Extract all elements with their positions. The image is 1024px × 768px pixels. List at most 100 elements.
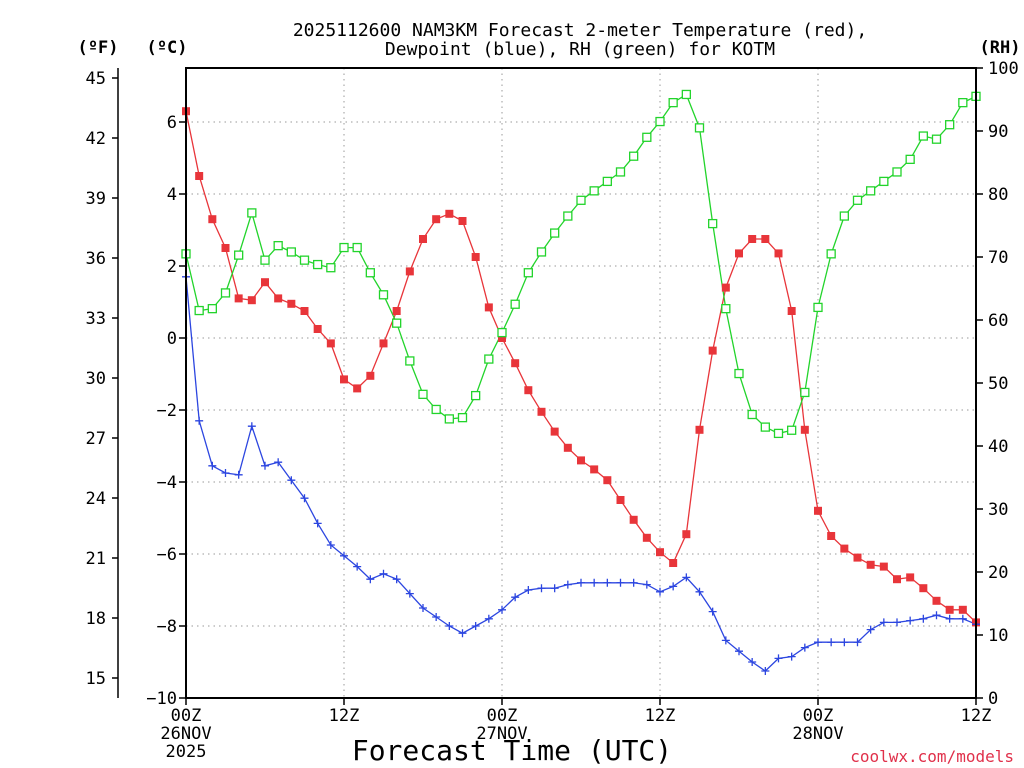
dewpoint-point (419, 604, 427, 612)
dewpoint-point (761, 667, 770, 675)
rh-point (339, 242, 349, 253)
rh-tick-label: 100 (988, 59, 1019, 79)
chart-title-line2: Dewpoint (blue), RH (green) for KOTM (385, 39, 775, 60)
dewpoint-point (563, 580, 572, 589)
time-tick-label: 12Z (329, 706, 360, 726)
dewpoint-point (353, 562, 362, 571)
rh-point (405, 356, 415, 366)
dewpoint-point (695, 587, 704, 596)
rh-point (523, 268, 533, 278)
rh-point (273, 241, 283, 251)
temperature-point (379, 339, 388, 348)
dewpoint-point (853, 638, 862, 647)
fahrenheit-tick-label: 30 (86, 369, 106, 389)
celsius-tick-label: −6 (157, 545, 177, 565)
dewpoint-point (379, 569, 388, 578)
rh-point (431, 404, 441, 415)
rh-tick-label: 10 (988, 626, 1008, 646)
rh-point (892, 167, 902, 177)
rh-point (365, 268, 375, 278)
dewpoint-line (185, 276, 977, 672)
rh-tick-label: 20 (988, 563, 1008, 583)
dewpoint-point (616, 578, 625, 587)
celsius-tick-label: −2 (157, 401, 177, 421)
dewpoint-point (221, 469, 230, 477)
dewpoint-point (590, 578, 599, 587)
temperature-point (405, 267, 414, 276)
rh-point (286, 247, 296, 257)
dewpoint-point (392, 575, 401, 584)
dewpoint-point (340, 551, 348, 560)
temperature-point (945, 605, 954, 614)
time-tick-label: 00Z (171, 706, 202, 726)
rh-point (642, 132, 652, 142)
rh-point (879, 176, 889, 187)
rh-tick-label: 60 (988, 311, 1008, 331)
rh-point (471, 390, 481, 401)
dewpoint-point (537, 584, 546, 593)
temperature-point (563, 443, 572, 452)
fahrenheit-tick-label: 45 (86, 69, 106, 89)
temperature-point (419, 235, 427, 243)
celsius-tick-label: −4 (157, 473, 177, 493)
temperature-point (827, 532, 836, 540)
fahrenheit-tick-label: 42 (86, 129, 106, 149)
rh-point (800, 387, 810, 398)
fahrenheit-tick-label: 39 (86, 189, 106, 209)
temperature-point (616, 496, 625, 504)
rh-point (918, 131, 928, 141)
celsius-tick-label: −8 (157, 617, 177, 637)
plot-frame (185, 67, 977, 699)
rh-point (589, 186, 599, 196)
fahrenheit-tick-label: 18 (86, 609, 106, 629)
rh-tick-label: 40 (988, 437, 1008, 457)
rh-tick-label: 80 (988, 185, 1008, 205)
temperature-point (445, 209, 454, 218)
fahrenheit-tick-label: 15 (86, 669, 106, 689)
temperature-point (603, 476, 612, 485)
rh-point (207, 304, 217, 314)
fahrenheit-tick-label: 21 (86, 549, 106, 569)
temperature-point (853, 553, 862, 562)
rh-point (773, 428, 784, 439)
rh-point (747, 409, 757, 420)
rh-point (576, 195, 586, 205)
temperature-point (800, 425, 809, 434)
rh-point (352, 242, 362, 253)
temperature-line (185, 111, 977, 623)
temperature-point (761, 235, 770, 243)
dewpoint-point (919, 614, 928, 623)
dewpoint-point (287, 476, 296, 485)
rh-point (826, 249, 836, 259)
temperature-point (195, 172, 204, 180)
rh-point (550, 228, 560, 238)
dewpoint-point (471, 622, 480, 630)
temperature-point (484, 303, 493, 312)
temperature-point (774, 249, 783, 258)
dewpoint-point (511, 593, 520, 602)
temperature-point (471, 253, 480, 261)
dewpoint-point (366, 575, 375, 584)
temperature-point (840, 544, 849, 553)
temperature-point (866, 560, 875, 569)
rh-point (813, 302, 823, 313)
fahrenheit-tick-label: 36 (86, 249, 106, 269)
rh-point (220, 288, 231, 298)
rh-tick-label: 0 (988, 689, 998, 709)
rh-point (299, 255, 310, 265)
dewpoint-point (642, 580, 651, 589)
rh-point (958, 98, 968, 108)
fahrenheit-tick-label: 24 (86, 489, 106, 509)
temperature-point (919, 584, 928, 593)
fahrenheit-axis-ticks: 45 42 39 36 33 30 27 24 21 18 15 (86, 69, 118, 689)
time-tick-label: 27NOV (476, 724, 527, 744)
dewpoint-point (721, 636, 730, 645)
temperature-point (577, 456, 585, 465)
temperature-point (366, 371, 375, 380)
temperature-point (721, 283, 730, 292)
temperature-point (958, 605, 967, 614)
dewpoint-point (313, 519, 322, 528)
temperature-point (353, 384, 362, 393)
rh-point (681, 89, 691, 100)
